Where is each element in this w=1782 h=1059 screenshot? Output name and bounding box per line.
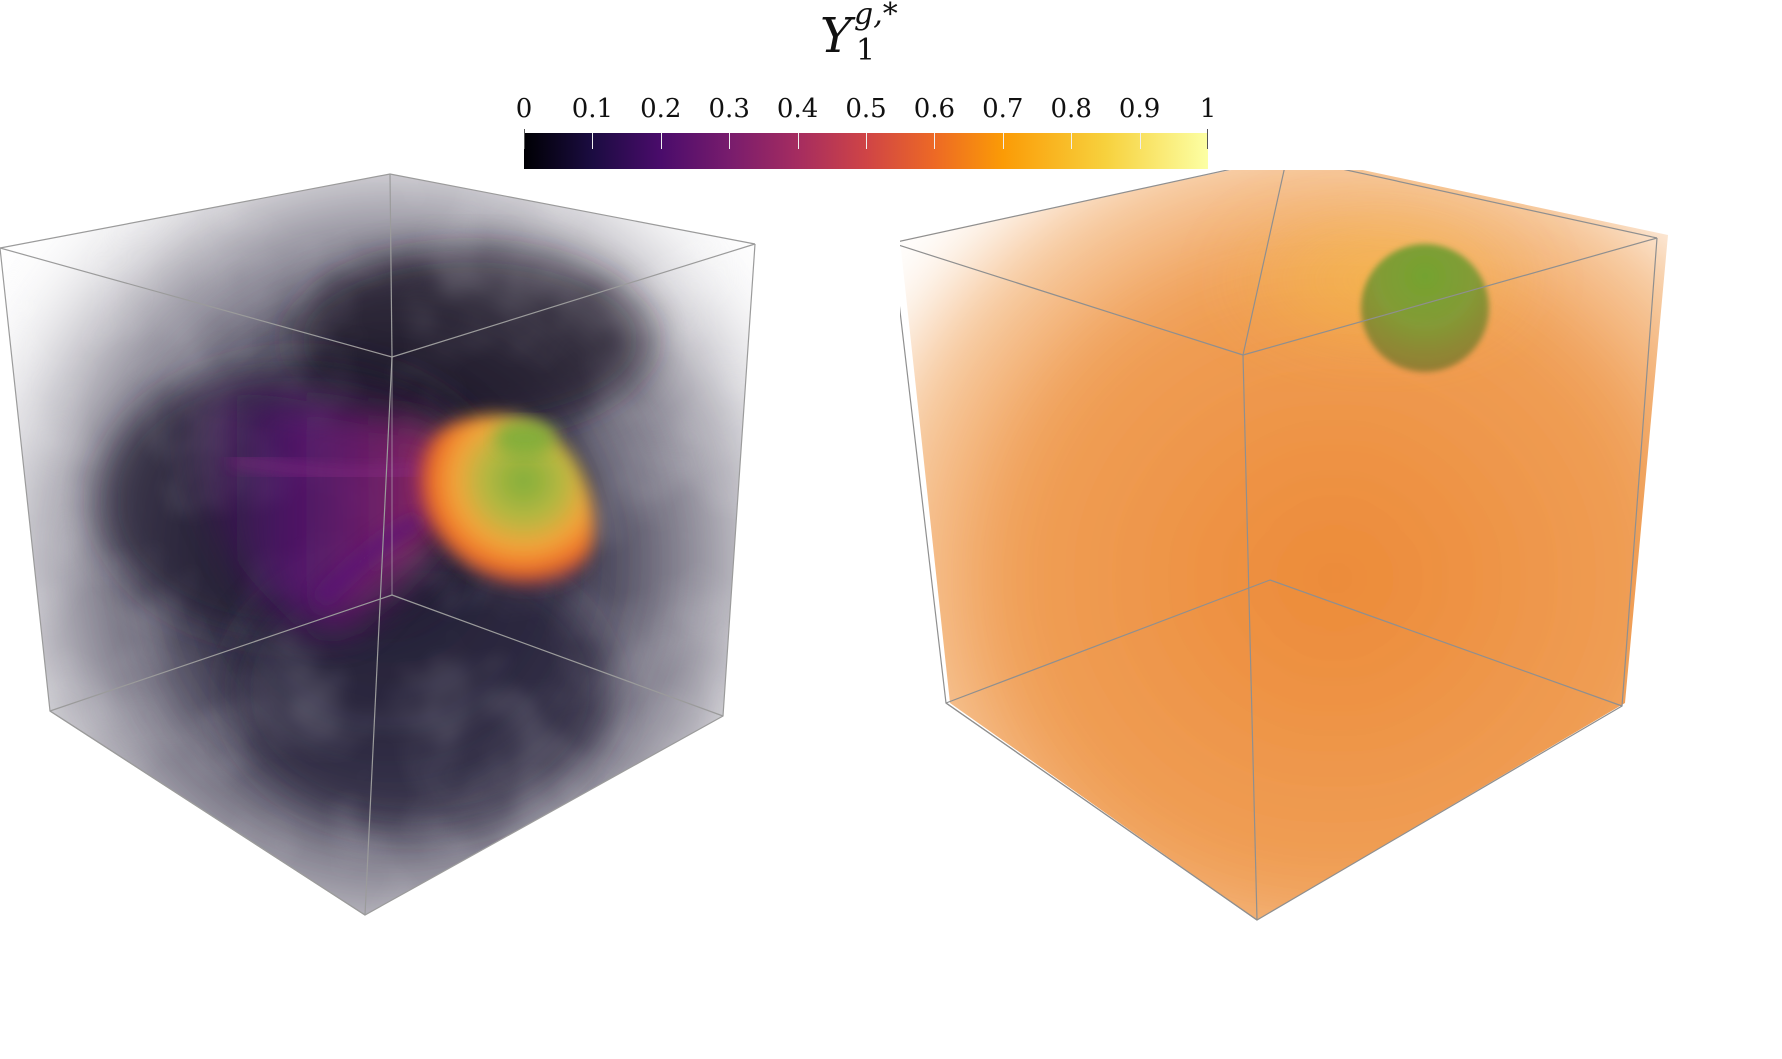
right-droplet — [1361, 244, 1489, 372]
colorbar-title-superscript: g,* — [854, 0, 898, 32]
tick-label-0.1: 0.1 — [571, 94, 614, 124]
colorbar-title-symbol: Y — [820, 8, 852, 64]
left-droplet — [417, 414, 595, 588]
tick-label-0.7: 0.7 — [982, 94, 1024, 124]
tick-mark — [592, 133, 594, 149]
tick-mark — [1139, 133, 1141, 149]
tick-label-1: 1 — [1199, 94, 1217, 124]
tick-label-0.5: 0.5 — [845, 94, 887, 124]
colorbar-title-subscript: 1 — [856, 33, 876, 68]
tick-mark — [866, 133, 867, 149]
tick-label-0: 0 — [515, 94, 533, 124]
tick-label-0.9: 0.9 — [1118, 94, 1161, 124]
tick-mark — [1207, 129, 1208, 149]
left-vapor-field — [0, 174, 755, 915]
tick-label-0.8: 0.8 — [1050, 94, 1092, 124]
right-vapor-field — [900, 170, 1668, 920]
tick-label-0.2: 0.2 — [640, 94, 682, 124]
tick-mark — [1002, 133, 1004, 149]
tick-mark — [797, 133, 799, 149]
tick-mark — [729, 133, 731, 149]
right-cube-edges — [900, 170, 1658, 921]
tick-mark — [660, 133, 662, 149]
tick-label-0.4: 0.4 — [776, 94, 819, 124]
right-volume-render — [900, 170, 1770, 1059]
colorbar-ticks — [524, 129, 1208, 151]
tick-mark — [524, 129, 525, 149]
left-volume-render — [0, 170, 870, 1059]
colorbar-tick-labels: 0 0.1 0.2 0.3 0.4 0.5 0.6 0.7 0.8 0.9 1 — [516, 94, 1217, 124]
tick-mark — [1071, 133, 1073, 149]
left-cube-svg — [0, 173, 756, 916]
tick-label-0.6: 0.6 — [913, 94, 956, 124]
tick-mark — [934, 133, 936, 149]
right-cube-svg — [900, 170, 1668, 921]
left-vapor-plume — [178, 393, 454, 632]
left-cube-edges — [0, 173, 756, 916]
tick-label-0.3: 0.3 — [708, 94, 750, 124]
